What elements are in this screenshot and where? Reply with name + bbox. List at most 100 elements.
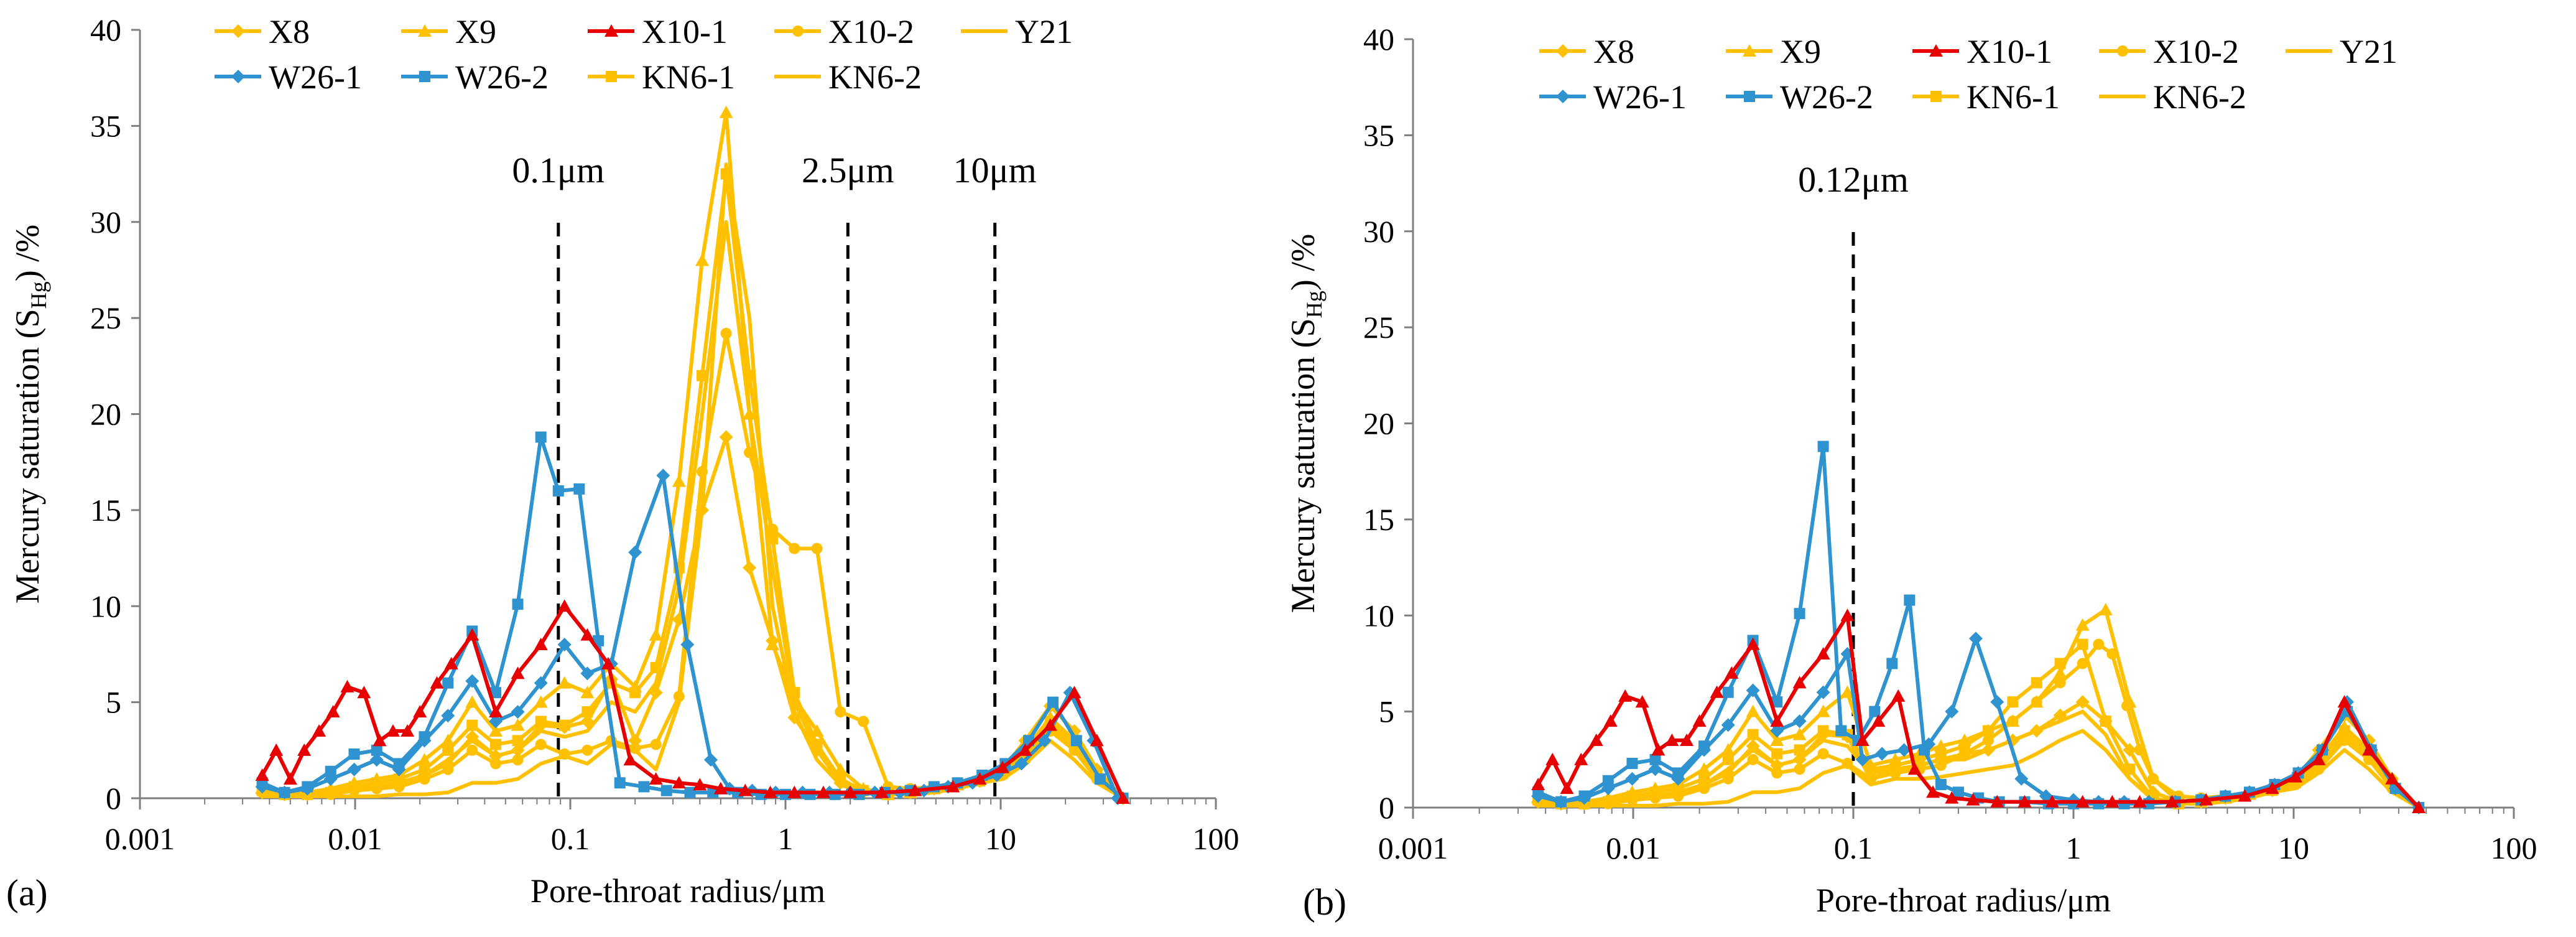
data-point (2312, 752, 2326, 765)
data-point (1625, 772, 1639, 786)
data-point (279, 786, 290, 798)
data-point (2075, 618, 2090, 631)
data-point (614, 777, 626, 789)
data-point (573, 483, 585, 495)
y-tick-label: 0 (1379, 790, 1394, 825)
data-point (581, 706, 593, 718)
data-point (1722, 686, 1734, 698)
legend-item-W26-2: W26-2 (1726, 78, 1873, 116)
data-point (1626, 757, 1638, 769)
data-point (430, 676, 444, 689)
data-point (2134, 744, 2146, 756)
legend-label: KN6-2 (2153, 78, 2246, 116)
legend-swatch-marker (231, 70, 245, 83)
data-point (489, 714, 503, 729)
legend-label: X10-2 (828, 13, 914, 50)
data-point (720, 327, 732, 339)
data-point (1919, 744, 1930, 756)
y-tick-label: 30 (90, 205, 121, 240)
data-point (557, 599, 572, 612)
data-point (2165, 795, 2179, 808)
data-point (816, 785, 830, 798)
data-point (1945, 791, 1959, 804)
legend-item-X10-2: X10-2 (2099, 33, 2239, 70)
data-point (312, 724, 327, 737)
data-point (1672, 767, 1684, 779)
data-point (2093, 638, 2105, 650)
data-point (1589, 733, 1603, 746)
data-point (373, 734, 387, 747)
data-point (2054, 677, 2066, 689)
legend-item-Y21: Y21 (2286, 33, 2398, 70)
data-point (743, 561, 757, 575)
legend-swatch-marker (1930, 91, 1942, 102)
data-point (2337, 695, 2351, 708)
data-point (371, 744, 382, 756)
data-point (1560, 781, 1574, 795)
data-point (638, 781, 650, 793)
data-point (2018, 795, 2032, 808)
data-point (534, 676, 548, 690)
data-point (1770, 733, 1784, 746)
legend-item-X8: X8 (1539, 33, 1634, 70)
data-point (1869, 706, 1881, 717)
data-point (1545, 752, 1560, 765)
data-point (347, 762, 361, 776)
x-tick-label: 0.1 (1834, 831, 1873, 865)
data-point (2031, 677, 2042, 689)
legend-item-W26-1: W26-1 (1539, 78, 1687, 116)
data-point (465, 628, 480, 641)
legend-label: W26-2 (1780, 78, 1873, 116)
data-point (442, 763, 454, 775)
data-point (2100, 716, 2111, 727)
data-point (744, 447, 756, 459)
data-point (417, 753, 432, 766)
y-tick-label: 30 (1363, 214, 1394, 249)
legend-label: KN6-1 (642, 58, 735, 96)
legend-label: X8 (1593, 33, 1634, 70)
legend-label: KN6-1 (1967, 78, 2060, 116)
data-point (441, 709, 455, 723)
y-tick-label: 20 (90, 397, 121, 432)
x-tick-label: 0.1 (551, 821, 590, 856)
data-point (995, 760, 1009, 773)
data-point (1855, 733, 1869, 746)
x-tick-label: 10 (985, 821, 1016, 856)
data-point (1043, 718, 1057, 731)
data-point (2106, 648, 2118, 660)
y-tick-label: 25 (1363, 310, 1394, 345)
data-point (1794, 744, 1805, 756)
data-point (2098, 602, 2113, 615)
y-axis-title: Mercury saturation (SHg) /% (1284, 234, 1327, 613)
legend-swatch-marker (1556, 44, 1570, 58)
data-point (1746, 637, 1760, 650)
data-point (534, 638, 548, 650)
series-X10-2 (256, 327, 1129, 804)
data-point (695, 253, 710, 266)
data-point (2093, 798, 2105, 809)
data-point (340, 679, 354, 692)
legend-label: X8 (269, 13, 310, 50)
data-point (1835, 725, 1847, 737)
data-point (1816, 647, 1830, 660)
legend-label: X10-2 (2153, 33, 2239, 70)
data-point (787, 785, 802, 798)
data-point (1635, 695, 1649, 708)
data-point (1990, 795, 2004, 808)
legend-swatch-marker (1743, 44, 1756, 57)
data-point (2143, 798, 2155, 809)
legend-swatch-marker (1556, 90, 1570, 103)
series-KN6-2 (262, 220, 1124, 800)
data-point (2362, 743, 2376, 756)
data-point (1794, 608, 1805, 620)
data-point (1037, 734, 1052, 748)
data-point (623, 753, 637, 766)
data-point (413, 705, 427, 718)
data-point (1840, 685, 1855, 698)
data-point (601, 656, 615, 669)
data-point (1531, 777, 1545, 790)
data-point (535, 716, 547, 727)
legend-item-W26-1: W26-1 (215, 58, 362, 96)
data-point (1722, 753, 1734, 765)
data-point (649, 628, 663, 641)
